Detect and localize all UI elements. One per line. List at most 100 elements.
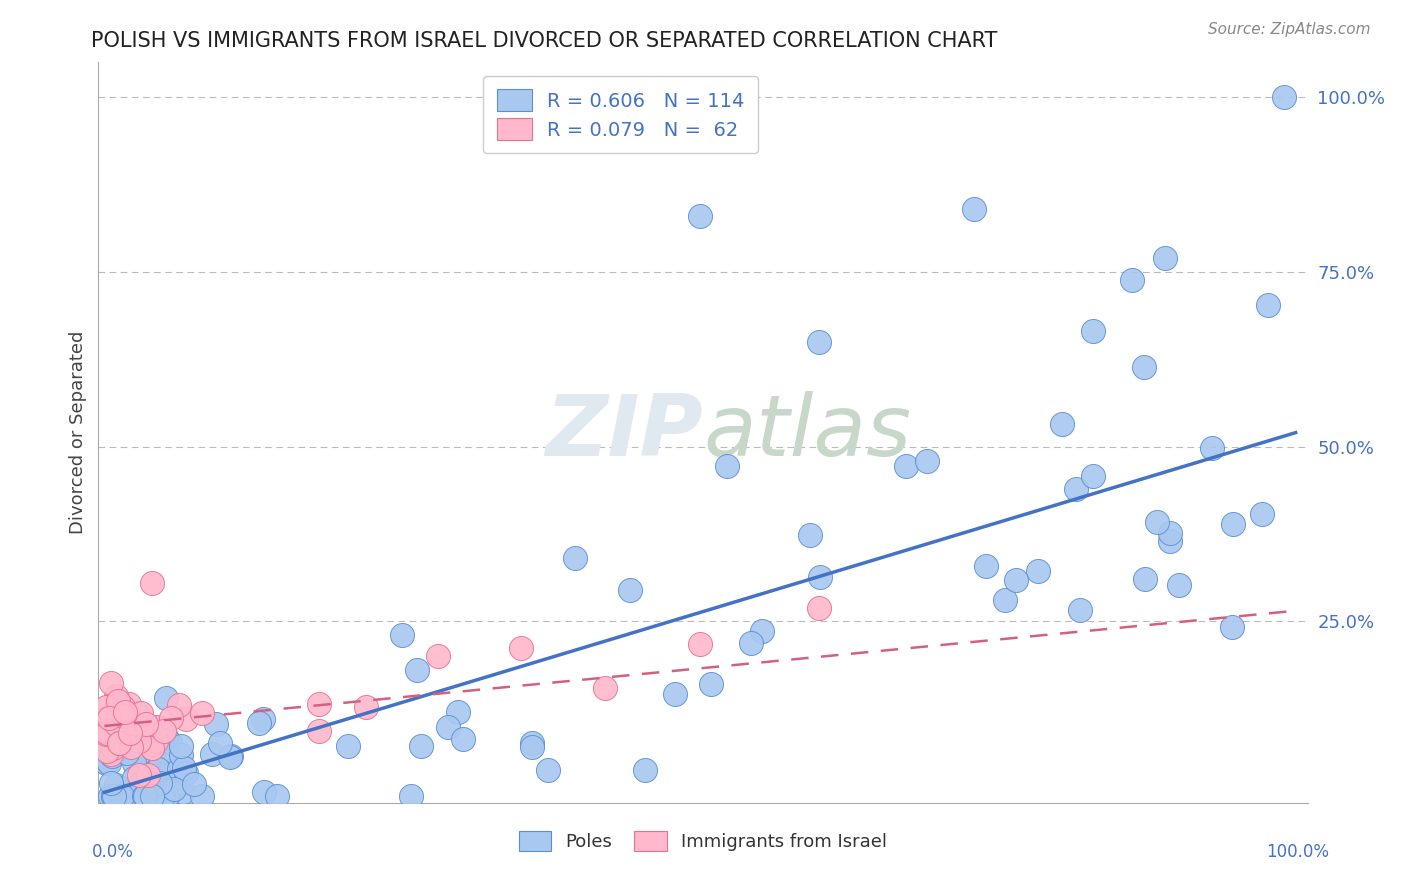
Point [167, 698, 190, 713]
Point [593, 681, 616, 696]
Point [117, 746, 139, 760]
Point [105, 717, 128, 731]
Point [100, 676, 122, 690]
Point [114, 721, 136, 735]
Point [104, 789, 127, 803]
Point [134, 789, 156, 803]
Point [124, 741, 146, 756]
Point [107, 707, 129, 722]
Text: 0.0%: 0.0% [91, 843, 134, 861]
Point [135, 717, 157, 731]
Point [1222, 620, 1244, 634]
Point [101, 740, 124, 755]
Y-axis label: Divorced or Separated: Divorced or Separated [69, 331, 87, 534]
Point [159, 736, 181, 750]
Point [108, 736, 131, 750]
Point [170, 747, 193, 762]
Point [564, 550, 586, 565]
Point [247, 716, 270, 731]
Point [125, 789, 148, 803]
Point [105, 696, 128, 710]
Point [111, 745, 134, 759]
Point [110, 721, 132, 735]
Point [142, 721, 165, 735]
Point [110, 736, 132, 750]
Point [94, 727, 117, 741]
Point [136, 768, 159, 782]
Point [700, 677, 723, 691]
Point [94, 755, 117, 769]
Point [141, 737, 163, 751]
Point [153, 723, 176, 738]
Point [97, 711, 120, 725]
Point [112, 709, 135, 723]
Point [537, 763, 560, 777]
Point [1026, 564, 1049, 578]
Point [174, 712, 197, 726]
Point [136, 777, 159, 791]
Point [337, 739, 360, 754]
Point [152, 789, 174, 803]
Point [1153, 251, 1175, 265]
Point [994, 592, 1017, 607]
Point [96, 726, 118, 740]
Point [122, 772, 145, 786]
Point [1257, 297, 1279, 311]
Point [447, 705, 470, 719]
Point [138, 734, 160, 748]
Point [96, 744, 118, 758]
Point [131, 718, 153, 732]
Text: Source: ZipAtlas.com: Source: ZipAtlas.com [1208, 22, 1371, 37]
Point [134, 789, 156, 803]
Point [1159, 534, 1181, 549]
Point [1222, 517, 1244, 532]
Point [105, 709, 128, 723]
Point [129, 745, 152, 759]
Point [100, 747, 122, 761]
Point [522, 739, 544, 754]
Point [799, 528, 821, 542]
Point [134, 727, 156, 741]
Point [1135, 572, 1157, 586]
Point [105, 778, 128, 792]
Point [94, 721, 117, 735]
Point [170, 739, 193, 754]
Point [391, 628, 413, 642]
Point [97, 724, 120, 739]
Point [1272, 90, 1295, 104]
Point [510, 640, 533, 655]
Point [159, 764, 181, 779]
Point [156, 789, 179, 803]
Point [1201, 442, 1223, 456]
Point [172, 785, 194, 799]
Point [451, 731, 474, 746]
Point [128, 768, 150, 782]
Point [125, 789, 148, 803]
Point [664, 687, 686, 701]
Text: POLISH VS IMMIGRANTS FROM ISRAEL DIVORCED OR SEPARATED CORRELATION CHART: POLISH VS IMMIGRANTS FROM ISRAEL DIVORCE… [91, 31, 998, 51]
Point [219, 748, 242, 763]
Point [118, 697, 141, 711]
Text: 100.0%: 100.0% [1265, 843, 1329, 861]
Point [155, 730, 177, 744]
Point [98, 756, 121, 771]
Text: ZIP: ZIP [546, 391, 703, 475]
Point [145, 719, 167, 733]
Point [142, 746, 165, 760]
Point [201, 747, 224, 762]
Point [143, 789, 166, 803]
Point [894, 459, 917, 474]
Point [252, 712, 274, 726]
Point [111, 789, 134, 803]
Point [121, 722, 143, 736]
Point [520, 736, 543, 750]
Point [634, 763, 657, 777]
Point [129, 776, 152, 790]
Point [1167, 578, 1189, 592]
Point [716, 458, 738, 473]
Point [1146, 515, 1168, 529]
Point [1069, 603, 1091, 617]
Point [148, 762, 170, 776]
Point [1081, 469, 1104, 483]
Point [1081, 324, 1104, 338]
